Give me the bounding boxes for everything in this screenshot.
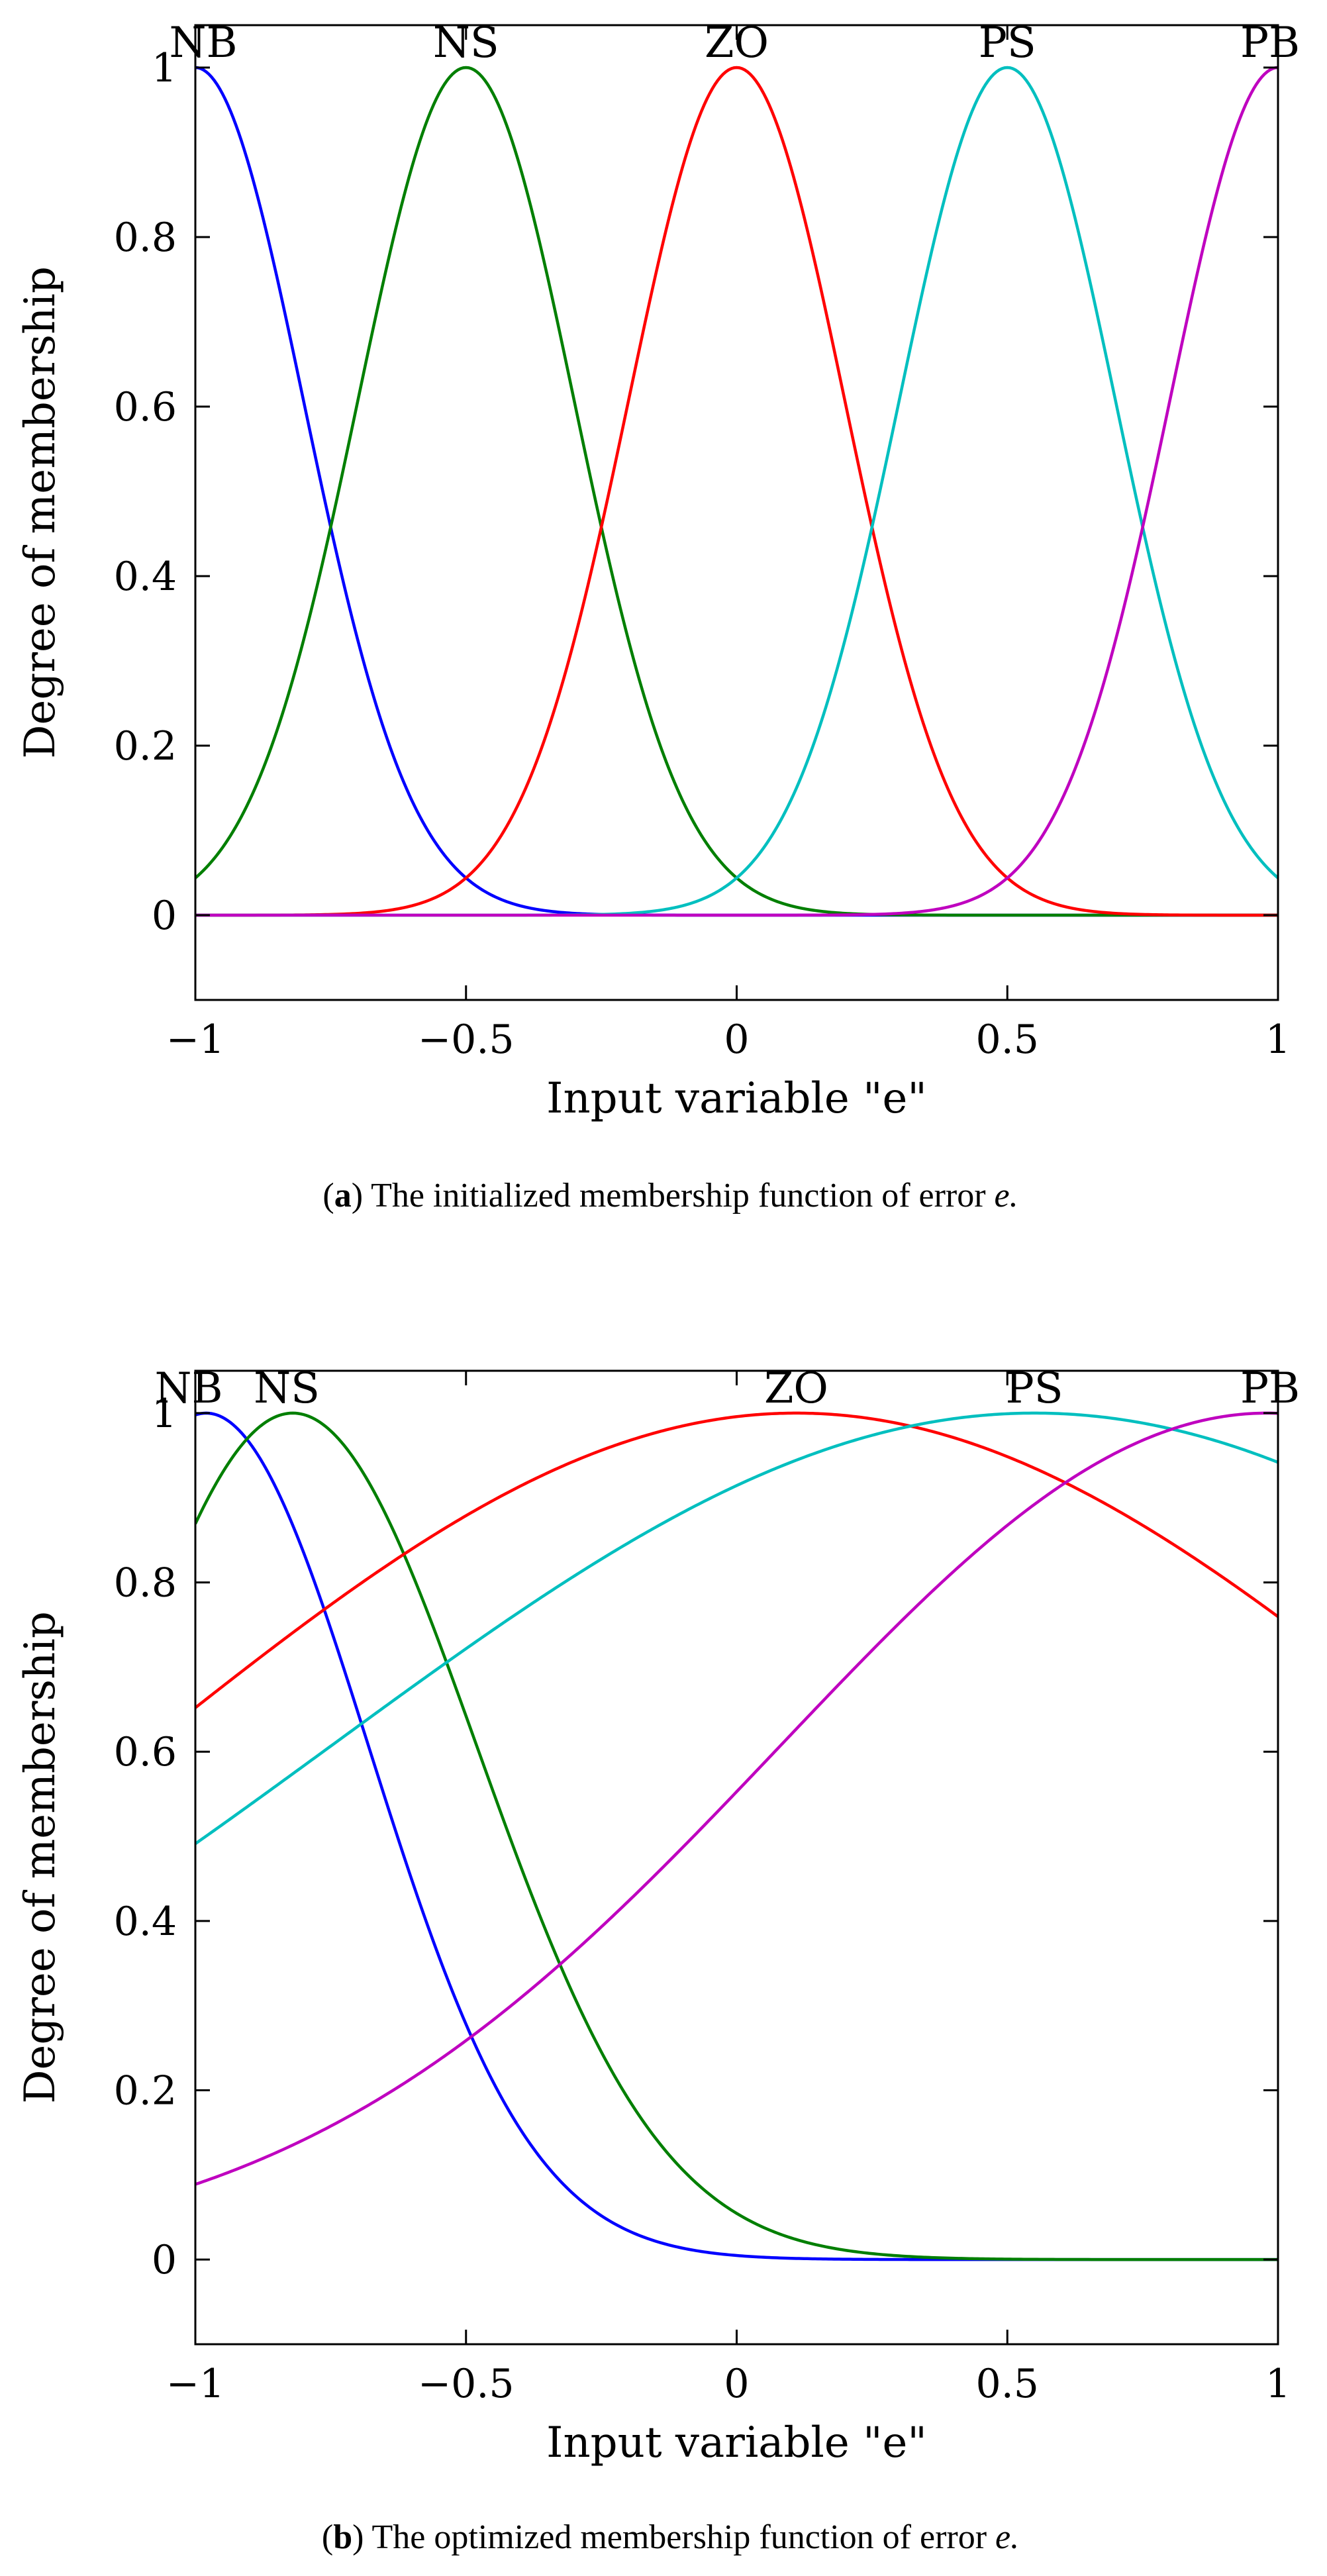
series-label-pb: PB (1240, 19, 1300, 68)
y-tick-label: 0.2 (114, 2068, 177, 2114)
y-tick-label: 0.6 (114, 384, 177, 430)
series-label-ps: PS (979, 19, 1036, 68)
series-label-nb: NB (169, 19, 237, 68)
series-label-ns: NS (433, 19, 499, 68)
caption-part-caption-suffix: ) (352, 1177, 363, 1214)
caption-part-caption-prefix: ( (322, 1177, 334, 1214)
caption-part-caption-text: The initialized membership function of e… (363, 1177, 995, 1214)
series-label-ns: NS (254, 1364, 320, 1413)
y-axis-label: Degree of membership (16, 266, 65, 759)
series-line-zo (195, 1411, 1278, 1709)
caption-part-caption-suffix: ) (352, 2518, 364, 2556)
series-line-nb (195, 1411, 1278, 2261)
x-tick-label: −0.5 (418, 1016, 515, 1063)
y-tick-label: 0.4 (114, 554, 177, 600)
x-axis-label: Input variable "e" (546, 1074, 927, 1123)
figure-caption: (b) The optimized membership function of… (322, 2518, 1019, 2556)
y-tick-label: 0 (152, 893, 177, 939)
series-line-pb (195, 66, 1278, 917)
series-line-ps (195, 1411, 1278, 1846)
x-tick-label: 1 (1265, 2361, 1291, 2407)
x-tick-label: 0 (724, 2361, 749, 2407)
caption-part-caption-letter: b (333, 2518, 352, 2556)
x-tick-label: −1 (166, 1016, 224, 1063)
series-label-zo: ZO (705, 19, 769, 68)
plot-frame (194, 24, 1279, 1001)
series-line-nb (195, 66, 1278, 917)
x-tick-label: −1 (166, 2361, 224, 2407)
x-tick-label: 0 (724, 1016, 749, 1063)
x-tick-label: 0.5 (976, 1016, 1039, 1063)
y-tick-label: 1 (152, 1391, 177, 1437)
series-label-ps: PS (1006, 1364, 1063, 1413)
x-tick-label: 0.5 (976, 2361, 1039, 2407)
y-tick-label: 0.6 (114, 1729, 177, 1775)
series-label-zo: ZO (764, 1364, 828, 1413)
series-label-pb: PB (1240, 1364, 1300, 1413)
y-tick-label: 0.8 (114, 1560, 177, 1607)
caption-part-caption-prefix: ( (322, 2518, 333, 2556)
series-line-pb (195, 1411, 1278, 2186)
x-tick-label: −0.5 (418, 2361, 515, 2407)
series-label-nb: NB (154, 1364, 222, 1413)
plot-frame (194, 1369, 1279, 2346)
x-axis-label: Input variable "e" (546, 2418, 927, 2467)
series-line-zo (195, 66, 1278, 917)
y-axis-label: Degree of membership (16, 1611, 65, 2104)
caption-part-caption-letter: a (334, 1177, 352, 1214)
y-tick-label: 0.2 (114, 723, 177, 769)
series-line-ns (195, 1411, 1278, 2261)
x-tick-label: 1 (1265, 1016, 1291, 1063)
y-tick-label: 0.4 (114, 1899, 177, 1945)
y-tick-label: 1 (152, 45, 177, 91)
y-tick-label: 0 (152, 2237, 177, 2283)
series-line-ps (195, 66, 1278, 917)
figure-caption: (a) The initialized membership function … (322, 1177, 1018, 1214)
caption-part-caption-var: e. (995, 1177, 1018, 1214)
y-tick-label: 0.8 (114, 215, 177, 261)
caption-part-caption-text: The optimized membership function of err… (364, 2518, 995, 2556)
series-line-ns (195, 66, 1278, 917)
caption-part-caption-var: e. (995, 2518, 1019, 2556)
